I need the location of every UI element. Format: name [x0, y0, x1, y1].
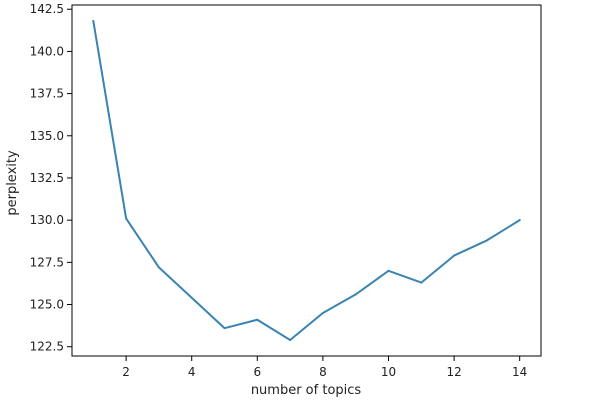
- y-tick-label: 130.0: [30, 213, 64, 227]
- data-point: [518, 219, 521, 222]
- x-tick-label: 10: [381, 365, 396, 379]
- data-point: [125, 217, 128, 220]
- data-point: [256, 318, 259, 321]
- data-point: [387, 269, 390, 272]
- data-point: [157, 266, 160, 269]
- data-point: [190, 296, 193, 299]
- data-point: [289, 338, 292, 341]
- y-tick-label: 122.5: [30, 340, 64, 354]
- x-tick-label: 6: [253, 365, 261, 379]
- y-tick-label: 125.0: [30, 298, 64, 312]
- plot-frame: [71, 4, 542, 357]
- data-point: [92, 20, 95, 23]
- x-tick-label: 14: [512, 365, 527, 379]
- y-tick-label: 137.5: [30, 87, 64, 101]
- axes: 2 4 6 8 10 12 14 122.5 125.0 127.5 130.0 132.5 135.0…: [30, 2, 542, 379]
- x-tick-label: 2: [122, 365, 130, 379]
- data-point: [354, 293, 357, 296]
- data-point: [485, 239, 488, 242]
- data-point: [223, 327, 226, 330]
- x-tick-label: 8: [319, 365, 327, 379]
- data-point: [321, 311, 324, 314]
- series-line-1: [92, 20, 521, 341]
- y-axis-label: perplexity: [5, 150, 20, 216]
- data-point: [453, 254, 456, 257]
- y-tick-label: 140.0: [30, 44, 64, 58]
- x-tick-label: 12: [446, 365, 461, 379]
- y-tick-label: 135.0: [30, 129, 64, 143]
- x-axis-label: number of topics: [251, 383, 362, 398]
- y-tick-label: 132.5: [30, 171, 64, 185]
- x-tick-label: 4: [188, 365, 196, 379]
- y-tick-label: 127.5: [30, 255, 64, 269]
- y-tick-label: 142.5: [30, 2, 64, 16]
- data-point: [420, 281, 423, 284]
- plot-area: [92, 20, 521, 341]
